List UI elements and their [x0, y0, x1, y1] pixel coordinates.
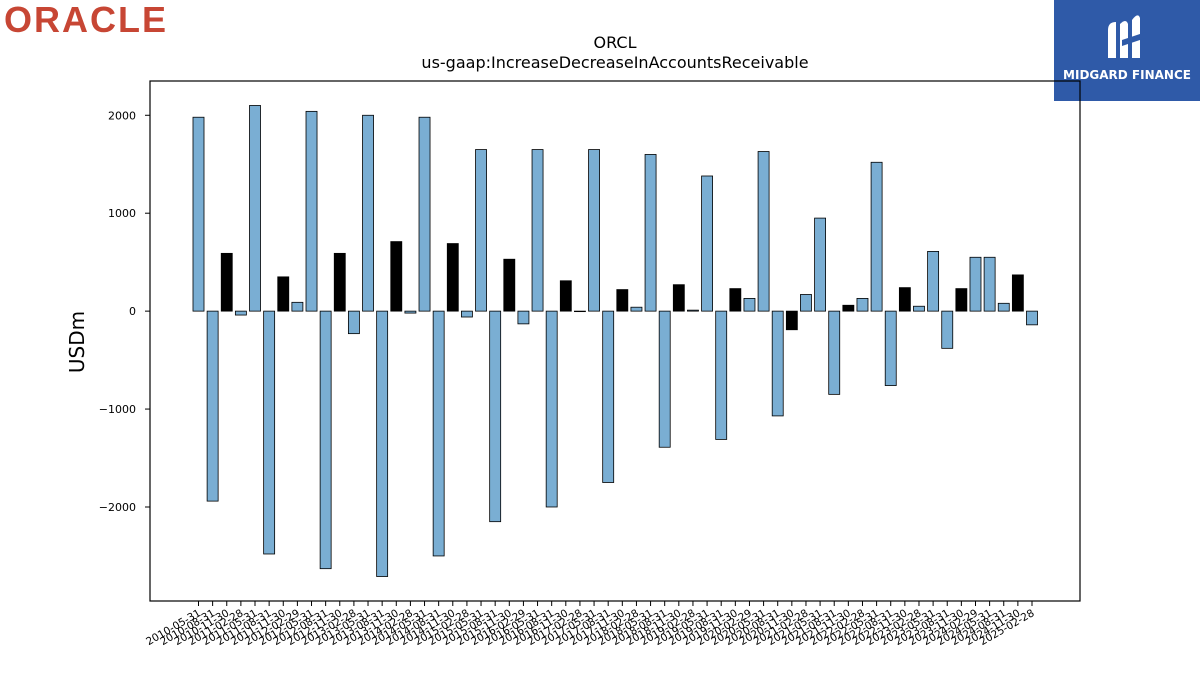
- bar-2021-08-31: [828, 310, 841, 395]
- bar-2019-11-30: [729, 288, 742, 312]
- bar-2020-08-31: [771, 310, 784, 417]
- bar-2010-08-31: [206, 310, 219, 502]
- midgard-finance-wordmark: MIDGARD FINANCE: [1063, 68, 1191, 82]
- y-ticks-group: −2000 −1000 0 1000 2000: [99, 109, 150, 514]
- bar-2011-08-31: [263, 310, 276, 555]
- chart-subtitle: us-gaap:IncreaseDecreaseInAccountsReceiv…: [421, 53, 808, 72]
- bar-2018-05-31: [644, 154, 657, 312]
- bar-2025-02-28: [1026, 310, 1038, 326]
- bar-2015-05-31: [475, 149, 487, 312]
- bar-2012-08-31: [319, 310, 332, 570]
- bar-2017-02-28: [574, 310, 586, 313]
- bar-2019-08-31: [715, 310, 728, 440]
- bar-2021-05-31: [814, 217, 827, 312]
- oracle-logo: ORACLE: [4, 0, 168, 40]
- bar-2012-05-31: [305, 110, 318, 312]
- bar-2023-11-30: [955, 288, 968, 312]
- bar-2021-02-28: [800, 294, 812, 312]
- bar-2017-08-31: [602, 310, 615, 483]
- bar-2012-11-30: [333, 252, 346, 312]
- bar-2012-02-29: [291, 301, 304, 312]
- bar-2011-02-28: [234, 310, 247, 316]
- bar-2014-08-31: [432, 310, 445, 557]
- bar-2013-02-28: [347, 310, 360, 335]
- midgard-finance-logo: MIDGARD FINANCE: [1054, 0, 1200, 101]
- bar-2013-05-31: [362, 114, 374, 312]
- bar-2018-11-30: [672, 284, 685, 312]
- chart-title: ORCL: [594, 33, 637, 52]
- bar-2014-02-28: [404, 310, 417, 314]
- bar-2022-05-31: [870, 161, 883, 312]
- y-tick-label: −1000: [99, 403, 136, 416]
- bar-2010-11-30: [220, 252, 233, 312]
- bar-2014-05-31: [418, 116, 431, 312]
- bar-2024-08-31: [997, 302, 1010, 312]
- bar-2018-02-28: [630, 306, 643, 312]
- x-ticks-group: 2010-05-312010-08-312010-11-302011-02-28…: [144, 601, 1037, 648]
- bar-2016-05-31: [531, 149, 544, 312]
- bar-2017-05-31: [588, 149, 600, 312]
- bar-2015-11-30: [503, 258, 516, 312]
- bar-2015-02-28: [461, 310, 473, 318]
- bar-2018-08-31: [658, 310, 671, 448]
- bar-2024-05-31: [983, 256, 996, 312]
- bar-2016-08-31: [545, 310, 558, 508]
- bar-2021-11-30: [842, 304, 855, 312]
- bar-2024-02-29: [969, 256, 982, 312]
- bar-2022-11-30: [898, 287, 911, 312]
- bar-2019-02-28: [687, 309, 699, 312]
- y-tick-label: 2000: [108, 109, 136, 122]
- bar-2023-08-31: [941, 310, 954, 349]
- bar-2020-02-29: [743, 297, 756, 312]
- bar-2011-11-30: [277, 276, 290, 312]
- bar-2014-11-30: [446, 243, 459, 312]
- bar-2020-11-30: [785, 310, 798, 331]
- bar-2023-05-31: [927, 250, 940, 312]
- plot-frame: [149, 80, 1081, 602]
- y-tick-label: 1000: [108, 207, 136, 220]
- y-tick-label: 0: [129, 305, 136, 318]
- bar-2024-11-30: [1011, 274, 1024, 312]
- bar-2020-05-31: [757, 151, 770, 312]
- y-tick-label: −2000: [99, 501, 136, 514]
- bar-2022-08-31: [884, 310, 897, 386]
- bar-2016-02-29: [517, 310, 530, 325]
- bar-2019-05-31: [701, 175, 713, 312]
- bar-2013-08-31: [376, 310, 389, 577]
- bar-2023-02-28: [913, 305, 925, 312]
- bar-2013-11-30: [390, 241, 403, 312]
- bars-group: [192, 105, 1038, 577]
- bar-2010-05-31: [192, 116, 205, 312]
- midgard-emblem-icon: [1108, 15, 1146, 58]
- bar-2017-11-30: [616, 289, 629, 312]
- bar-2022-02-28: [856, 297, 869, 312]
- bar-2015-08-31: [489, 310, 502, 523]
- bar-2016-11-30: [559, 280, 572, 312]
- y-axis-label: USDm: [65, 311, 89, 373]
- bar-2011-05-31: [249, 105, 261, 312]
